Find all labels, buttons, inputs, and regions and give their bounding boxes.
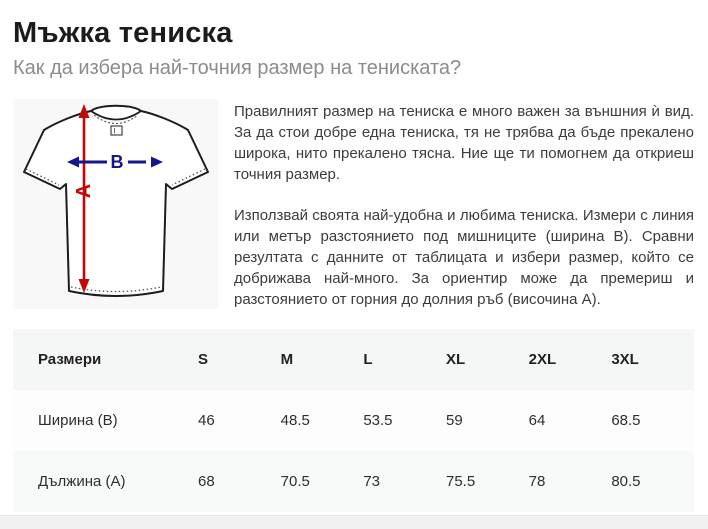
table-cell: 68	[198, 472, 215, 490]
column-header: M	[280, 350, 294, 368]
column-header: XL	[445, 350, 466, 368]
table-cell: 46	[198, 411, 215, 429]
intro-paragraph-2: Използвай своята най-удобна и любима тен…	[234, 206, 694, 308]
tshirt-diagram: A B	[13, 98, 218, 309]
table-cell: 48.5	[280, 411, 310, 429]
column-header: 3XL	[611, 350, 639, 368]
table-cell: 73	[363, 472, 381, 490]
column-header: Размери	[38, 350, 102, 368]
row-label: Ширина (B)	[38, 411, 118, 429]
column-header: S	[198, 350, 209, 368]
table-cell: 78	[528, 472, 546, 490]
column-header: 2XL	[528, 350, 557, 368]
column-header: L	[363, 350, 373, 368]
neck-tag	[110, 125, 123, 136]
collar-stitch	[93, 114, 139, 124]
width-arrow	[67, 156, 163, 168]
table-cell: 64	[528, 411, 546, 429]
table-cell: 70.5	[280, 472, 310, 490]
intro-text: Правилният размер на тениска е много важ…	[234, 99, 694, 309]
row-label: Дължина (A)	[38, 472, 126, 490]
table-row-width: Ширина (B) 46 48.5 53.5 59 64 68.5	[13, 389, 694, 451]
collar-line	[90, 110, 142, 121]
table-cell: 80.5	[611, 472, 641, 490]
page-header: Мъжка тениска Как да избера най-точния р…	[13, 0, 694, 80]
height-label: A	[73, 184, 95, 198]
table-cell: 75.5	[445, 472, 476, 490]
intro-section: A B Правилният размер на тениска е много…	[13, 98, 694, 309]
intro-paragraph-1: Правилният размер на тениска е много важ…	[234, 102, 694, 183]
table-cell: 68.5	[611, 411, 641, 429]
table-cell: 59	[445, 411, 463, 429]
size-table-header-row: Размери S M L XL 2XL 3XL	[13, 328, 694, 390]
page-bottom-divider	[0, 515, 708, 529]
tshirt-outline	[23, 104, 209, 297]
size-table: Размери S M L XL 2XL 3XL Ширина (B) 46 4…	[13, 328, 694, 512]
table-row-length: Дължина (A) 68 70.5 73 75.5 78 80.5	[13, 450, 694, 512]
page-subtitle: Как да избера най-точния размер на тенис…	[13, 56, 462, 79]
width-label: B	[111, 152, 124, 172]
height-arrow	[78, 103, 90, 293]
size-guide-page: Мъжка тениска Как да избера най-точния р…	[13, 0, 694, 512]
page-title: Мъжка тениска	[13, 17, 233, 49]
tshirt-measurement-illustration: A B	[23, 103, 209, 297]
table-cell: 53.5	[363, 411, 393, 429]
bottom-hem-stitch	[70, 286, 162, 292]
